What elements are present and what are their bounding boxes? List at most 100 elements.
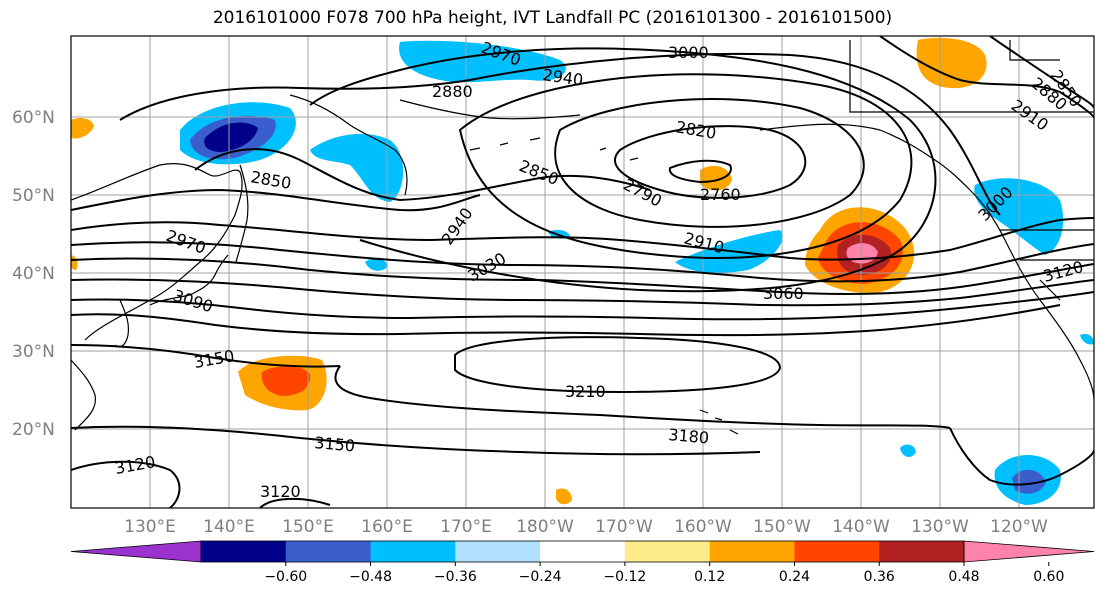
colorbar-tick-label: 0.12 — [694, 569, 725, 585]
contour-3090 — [71, 291, 1094, 321]
shade-region-bering — [700, 165, 732, 191]
contour-3150-south — [71, 425, 761, 456]
coast-hawaii — [699, 409, 739, 435]
colorbar-tick-label: 0.24 — [779, 569, 810, 585]
shade-region-alaska-small — [365, 258, 388, 271]
height-contours — [71, 36, 1094, 508]
shade-region-sw-corner — [1080, 334, 1094, 345]
lat-label: 40°N — [12, 264, 55, 284]
contour-2970 — [71, 217, 1094, 261]
contour-2850 — [194, 148, 651, 202]
shade-region-south-small — [556, 488, 572, 505]
colorbar-arrow-right — [963, 540, 1095, 563]
contour-3120-east — [949, 427, 1094, 486]
shade-region-small-hawaii-east — [900, 444, 916, 457]
lat-label: 20°N — [12, 420, 55, 440]
lon-label: 130°E — [124, 517, 176, 537]
colorbar-segment — [879, 541, 965, 562]
coast-bering-north — [399, 99, 581, 120]
lon-label: 140°E — [203, 517, 255, 537]
colorbar-tick-label: 0.60 — [1033, 569, 1064, 585]
contour-3060 — [71, 278, 1094, 307]
lon-label: 170°W — [595, 517, 653, 537]
colorbar-tick-label: 0.48 — [948, 569, 979, 585]
colorbar-tick-label: −0.12 — [603, 569, 646, 585]
contour-label: 3180 — [668, 425, 710, 447]
ivt-positive-shading — [71, 37, 987, 505]
graticule — [71, 36, 1094, 508]
lat-label: 50°N — [12, 186, 55, 206]
contour-label: 3210 — [565, 382, 606, 401]
colorbar-segment — [540, 541, 626, 562]
contour-ring-3 — [458, 73, 913, 259]
contour-3210-ring — [454, 336, 782, 394]
contour-low-center — [668, 159, 732, 184]
colorbar-segment — [624, 541, 711, 562]
lon-label: 140°W — [832, 517, 890, 537]
contour-ring-2 — [554, 98, 865, 228]
map-frame — [70, 35, 1095, 509]
shade-region-west-edge-1 — [71, 118, 94, 139]
colorbar-ticks: −0.60 −0.48 −0.36 −0.24 −0.12 0.12 0.24 0.36 0.4… — [264, 562, 1064, 585]
contour-ring-4 — [309, 47, 937, 293]
colorbar-segment — [455, 541, 541, 562]
contour-label: 2760 — [700, 185, 741, 204]
coast-sakhalin — [235, 164, 249, 263]
lon-label: 130°W — [911, 517, 969, 537]
coast-china — [71, 359, 97, 431]
colorbar-segment — [709, 541, 795, 562]
lon-label: 150°W — [753, 517, 811, 537]
contour-ring-1 — [614, 125, 807, 199]
contour-3030 — [71, 257, 1094, 295]
coast-kamchatka — [289, 94, 408, 196]
colorbar-segment — [794, 541, 880, 562]
map-title: 2016101000 F078 700 hPa height, IVT Land… — [212, 8, 893, 28]
lon-label: 160°E — [361, 517, 413, 537]
contour-3120-north — [71, 304, 1061, 337]
lon-label: 150°E — [282, 517, 334, 537]
contour-label: 2880 — [432, 82, 473, 101]
colorbar-tick-label: 0.36 — [864, 569, 895, 585]
shade-region-west-edge-2 — [71, 255, 78, 270]
contour-3000 — [71, 241, 1094, 283]
lat-label: 60°N — [12, 108, 55, 128]
lon-label: 120°W — [990, 517, 1048, 537]
longitude-labels: 130°E 140°E 150°E 160°E 170°E 180°W 170°… — [124, 517, 1048, 537]
contour-north-canada — [879, 36, 1094, 119]
contour-2880 — [119, 52, 1001, 216]
coast-alaska-south — [759, 123, 971, 191]
coast-na-interior — [1000, 40, 1094, 301]
contour-label: 3060 — [763, 284, 804, 303]
lon-label: 180°W — [516, 517, 574, 537]
coast-alaska-north — [849, 40, 1094, 113]
colorbar-segment — [370, 541, 456, 562]
contour-2940-west — [71, 188, 481, 212]
shade-region-subtropics-core — [261, 366, 311, 396]
colorbar-tick-label: −0.36 — [434, 569, 477, 585]
shade-region-okhotsk-inner — [204, 122, 258, 152]
contour-label: 3120 — [260, 482, 301, 501]
contour-label: 3000 — [668, 43, 709, 62]
lon-label: 160°W — [674, 517, 732, 537]
colorbar-tick-label: −0.24 — [519, 569, 562, 585]
colorbar: −0.60 −0.48 −0.36 −0.24 −0.12 0.12 0.24 0.36 0.4… — [70, 540, 1095, 585]
colorbar-border — [200, 540, 965, 563]
colorbar-tick-label: −0.48 — [349, 569, 392, 585]
colorbar-segment — [201, 541, 287, 562]
coast-japan — [149, 254, 229, 306]
shade-region-baja-core — [1012, 469, 1046, 494]
colorbar-segments — [70, 540, 1095, 563]
latitude-labels: 60°N 50°N 40°N 30°N 20°N — [12, 108, 55, 440]
contour-3120-south — [259, 497, 331, 508]
contour-3150 — [71, 344, 341, 368]
colorbar-segment — [285, 541, 372, 562]
contour-north-canada-2 — [989, 36, 1094, 109]
shade-region-canada — [916, 37, 987, 89]
contour-3180 — [334, 365, 951, 429]
colorbar-tick-label: −0.60 — [264, 569, 307, 585]
contour-label: 3150 — [314, 433, 356, 455]
lat-label: 30°N — [12, 342, 55, 362]
contour-3120-sw — [71, 460, 181, 508]
coast-asia-north — [71, 163, 243, 341]
